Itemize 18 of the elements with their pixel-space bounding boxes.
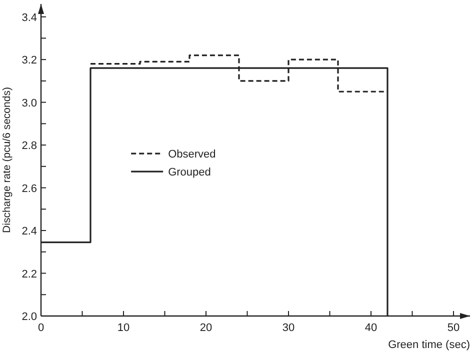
legend-label: Grouped [168, 166, 211, 179]
x-axis-title: Green time (sec) [388, 339, 470, 351]
x-tick-label: 50 [447, 322, 460, 334]
y-axis-title: Discharge rate (pcu/6 seconds) [1, 87, 13, 233]
x-tick-label: 40 [364, 322, 378, 334]
x-tick-label: 0 [38, 322, 44, 334]
y-tick-label: 3.4 [22, 12, 37, 24]
x-tick-label: 30 [282, 322, 295, 334]
y-tick-label: 2.6 [22, 182, 37, 195]
legend-label: Observed [168, 148, 216, 161]
y-tick-label: 2.2 [22, 268, 37, 280]
y-tick-label: 3.2 [22, 54, 37, 67]
y-tick-label: 2.8 [22, 140, 37, 152]
y-tick-label: 3.0 [22, 97, 37, 110]
y-tick-label: 2.4 [22, 226, 37, 238]
x-tick-label: 20 [200, 322, 212, 334]
text: 2.0 [22, 311, 37, 323]
x-tick-label: 10 [117, 322, 130, 334]
